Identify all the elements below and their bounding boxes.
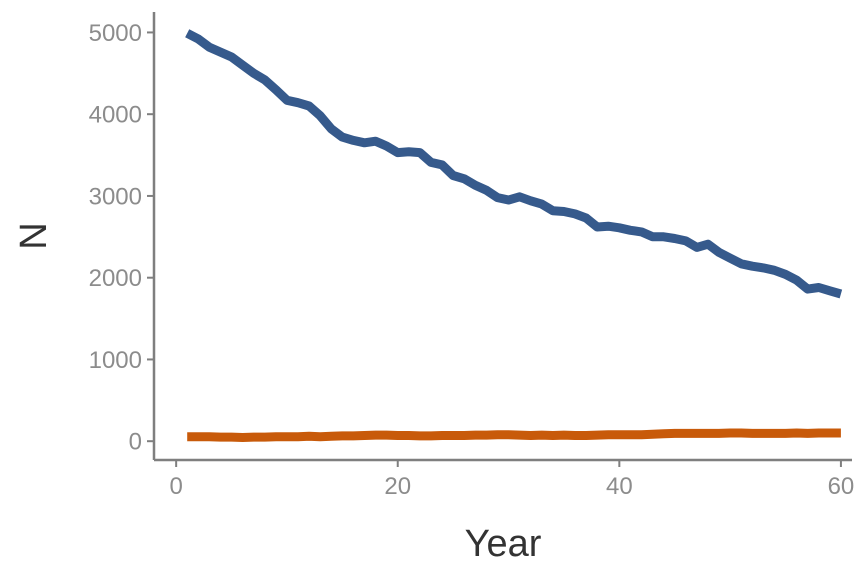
y-axis-ticks: 0 1000 2000 3000 4000 5000 [89, 20, 154, 456]
x-tick-label: 20 [384, 473, 411, 500]
y-tick-label: 2000 [89, 265, 142, 292]
x-tick-label: 0 [169, 473, 182, 500]
x-tick-label: 60 [828, 473, 855, 500]
x-tick-label: 40 [606, 473, 633, 500]
y-axis-title: N [13, 222, 55, 249]
y-tick-label: 4000 [89, 102, 142, 129]
y-tick-label: 1000 [89, 347, 142, 374]
series-line-1 [185, 29, 843, 299]
x-axis-ticks: 0 20 40 60 [169, 460, 854, 500]
y-tick-label: 0 [129, 429, 142, 456]
x-axis-title: Year [465, 523, 542, 565]
series-line-2 [187, 428, 841, 442]
series-layer [185, 29, 843, 442]
y-tick-label: 5000 [89, 20, 142, 47]
y-tick-label: 3000 [89, 183, 142, 210]
